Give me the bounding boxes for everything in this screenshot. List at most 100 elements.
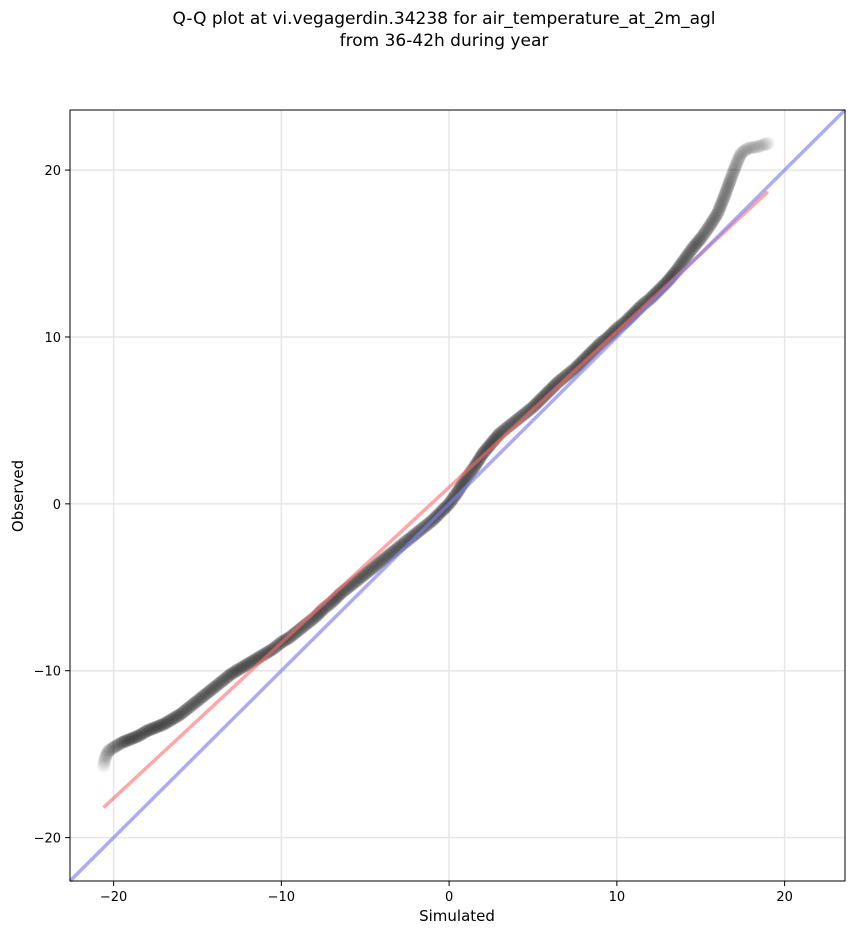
- qq-point-39: [154, 718, 168, 732]
- qq-point-324: [592, 338, 606, 352]
- qq-point-34: [145, 722, 159, 736]
- qq-point-221: [449, 487, 463, 501]
- x-axis-label: Simulated: [419, 907, 495, 925]
- y-tick-label-1: −10: [34, 665, 61, 680]
- qq-point-423: [718, 188, 732, 202]
- qq-point-246: [477, 445, 491, 459]
- qq-point-32: [142, 723, 156, 737]
- qq-point-318: [583, 346, 597, 360]
- qq-point-405: [702, 220, 716, 234]
- qq-point-419: [715, 195, 729, 209]
- qq-point-28: [135, 727, 149, 741]
- qq-point-120: [289, 625, 303, 639]
- qq-point-420: [716, 193, 730, 207]
- qq-point-84: [229, 664, 243, 678]
- qq-point-122: [293, 622, 307, 636]
- qq-point-451: [745, 141, 759, 155]
- qq-point-317: [582, 348, 596, 362]
- qq-point-395: [690, 236, 704, 250]
- qq-point-273: [516, 408, 530, 422]
- qq-point-412: [709, 208, 723, 222]
- y-tick-label-0: −20: [34, 832, 61, 847]
- qq-point-25: [130, 729, 144, 743]
- qq-point-384: [677, 253, 691, 267]
- qq-point-33: [144, 722, 158, 736]
- qq-point-385: [678, 252, 692, 266]
- qq-point-455: [753, 139, 767, 153]
- qq-point-50: [172, 708, 186, 722]
- qq-point-29: [137, 726, 151, 740]
- qq-point-165: [362, 564, 376, 578]
- qq-point-73: [211, 678, 225, 692]
- qq-point-174: [377, 552, 391, 566]
- qq-point-247: [478, 444, 492, 458]
- qq-point-289: [540, 386, 554, 400]
- qq-point-294: [547, 379, 561, 393]
- qq-point-422: [717, 190, 731, 204]
- qq-point-328: [598, 333, 612, 347]
- qq-point-404: [701, 221, 715, 235]
- qq-point-441: [731, 154, 745, 168]
- x-tick-label-0: −20: [100, 890, 127, 905]
- qq-point-456: [755, 138, 769, 152]
- qq-point-88: [236, 660, 250, 674]
- qq-point-274: [518, 407, 532, 421]
- grid-layer: [70, 110, 845, 881]
- qq-point-392: [687, 240, 701, 254]
- identity-line: [68, 108, 847, 883]
- plot-frame: [69, 109, 846, 882]
- qq-point-42: [159, 716, 173, 730]
- qq-point-68: [202, 684, 216, 698]
- qq-point-48: [169, 710, 183, 724]
- x-tick-label-3: 10: [609, 890, 626, 905]
- qq-point-0: [97, 759, 111, 773]
- qq-point-164: [360, 566, 374, 580]
- qq-point-457: [757, 138, 771, 152]
- qq-point-92: [242, 656, 256, 670]
- qq-point-282: [530, 396, 544, 410]
- qq-point-58: [185, 698, 199, 712]
- qq-point-315: [579, 351, 593, 365]
- qq-point-195: [412, 524, 426, 538]
- qq-point-400: [696, 228, 710, 242]
- qq-point-287: [537, 389, 551, 403]
- qq-point-12: [108, 739, 122, 753]
- qq-point-450: [743, 141, 757, 155]
- qq-point-443: [732, 150, 746, 164]
- fit-line: [102, 190, 770, 809]
- qq-point-222: [451, 485, 464, 499]
- qq-point-30: [138, 725, 152, 739]
- qq-point-445: [734, 146, 748, 160]
- qq-point-44: [162, 714, 176, 728]
- qq-point-448: [739, 143, 753, 157]
- qq-point-13: [110, 738, 124, 752]
- qq-point-62: [192, 692, 206, 706]
- qq-point-15: [113, 736, 127, 750]
- qq-point-60: [189, 695, 203, 709]
- chart-title: Q-Q plot at vi.vegagerdin.34238 for air_…: [172, 9, 716, 29]
- qq-point-191: [405, 530, 419, 544]
- qq-point-176: [380, 550, 394, 564]
- qq-point-79: [221, 670, 235, 684]
- qq-point-303: [561, 367, 575, 381]
- qq-point-301: [558, 370, 572, 384]
- qq-point-59: [187, 696, 201, 710]
- qq-point-248: [479, 442, 493, 456]
- qq-point-431: [723, 173, 737, 187]
- x-tick-label-2: 0: [445, 890, 453, 905]
- qq-point-76: [216, 674, 230, 688]
- qq-point-283: [532, 394, 546, 408]
- qq-point-8: [102, 744, 116, 758]
- qq-point-53: [177, 704, 191, 718]
- qq-point-414: [711, 205, 725, 219]
- qq-point-170: [370, 558, 384, 572]
- qq-point-40: [155, 718, 169, 732]
- qq-point-458: [759, 137, 773, 151]
- qq-point-9: [103, 743, 117, 757]
- qq-point-421: [716, 192, 730, 206]
- qq-point-81: [224, 667, 238, 681]
- qq-point-386: [679, 250, 693, 264]
- qq-point-93: [244, 655, 258, 669]
- qq-point-71: [207, 680, 221, 694]
